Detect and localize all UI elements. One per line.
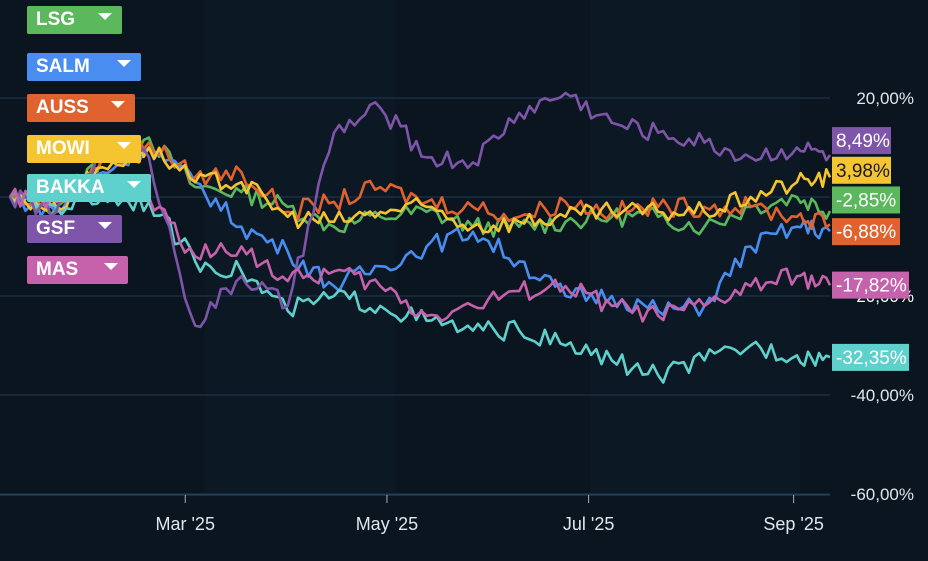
chevron-down-icon[interactable] — [111, 100, 125, 108]
end-label-bakka: -32,35% — [836, 348, 907, 369]
legend-label-bakka: BAKKA — [36, 177, 105, 198]
series-line-mowi — [9, 143, 832, 234]
legend-label-auss: AUSS — [36, 97, 89, 118]
y-tick-label: -40,00% — [851, 386, 914, 405]
series-line-lsg — [9, 136, 832, 238]
chevron-down-icon[interactable] — [117, 59, 131, 67]
end-label-mowi: 3,98% — [836, 161, 890, 182]
end-label-gsf: 8,49% — [836, 131, 890, 152]
end-label-lsg: -2,85% — [836, 190, 896, 211]
axes: 20,00% -40,00% -60,00% Mar '25 May '25 Jul '2… — [0, 89, 914, 534]
shaded-band-jul-aug — [590, 0, 800, 495]
end-label-mowi-bg — [832, 156, 891, 184]
legend-label-lsg: LSG — [36, 9, 76, 30]
legend-item-mowi[interactable]: MOWI — [27, 135, 141, 163]
series-line-gsf — [8, 91, 832, 329]
legend-item-mas[interactable]: MAS — [27, 256, 128, 284]
x-tick-label: Sep '25 — [763, 514, 824, 534]
legend-label-salm: SALM — [36, 56, 90, 77]
end-label-salm: -6,88% — [836, 222, 896, 243]
legend-label-gsf: GSF — [36, 218, 76, 239]
legend-item-auss[interactable]: AUSS — [27, 94, 135, 122]
legend-label-mowi: MOWI — [36, 138, 90, 159]
end-label-mas: -17,82% — [836, 276, 907, 297]
end-label-lsg-bg — [832, 186, 900, 214]
y-tick-label: -60,00% — [851, 485, 914, 504]
series-line-auss — [9, 136, 831, 231]
x-tick-label: Mar '25 — [156, 514, 215, 534]
chevron-down-icon[interactable] — [117, 141, 131, 149]
end-label-salm-bg — [832, 218, 900, 246]
y-tick-label: 20,00% — [856, 89, 914, 108]
x-tick-label: May '25 — [356, 514, 418, 534]
end-label-mas-bg — [832, 271, 909, 299]
chevron-down-icon[interactable] — [104, 262, 118, 270]
end-label-gsf-bg — [832, 127, 891, 155]
chevron-down-icon[interactable] — [98, 221, 112, 229]
legend-item-salm[interactable]: SALM — [27, 53, 141, 81]
legend-item-gsf[interactable]: GSF — [27, 215, 122, 243]
end-label-bakka-bg — [832, 343, 909, 371]
x-tick-label: Jul '25 — [563, 514, 614, 534]
chevron-down-icon[interactable] — [127, 180, 141, 188]
shaded-band-mar-apr — [205, 0, 395, 495]
legend-label-mas: MAS — [36, 259, 79, 280]
legend-item-bakka[interactable]: BAKKA — [27, 174, 151, 202]
chevron-down-icon[interactable] — [98, 12, 112, 20]
end-labels: -20,00%-2,85%3,98%8,49%-6,88%-17,82%-32,… — [832, 127, 914, 371]
legend-item-lsg[interactable]: LSG — [27, 6, 122, 34]
